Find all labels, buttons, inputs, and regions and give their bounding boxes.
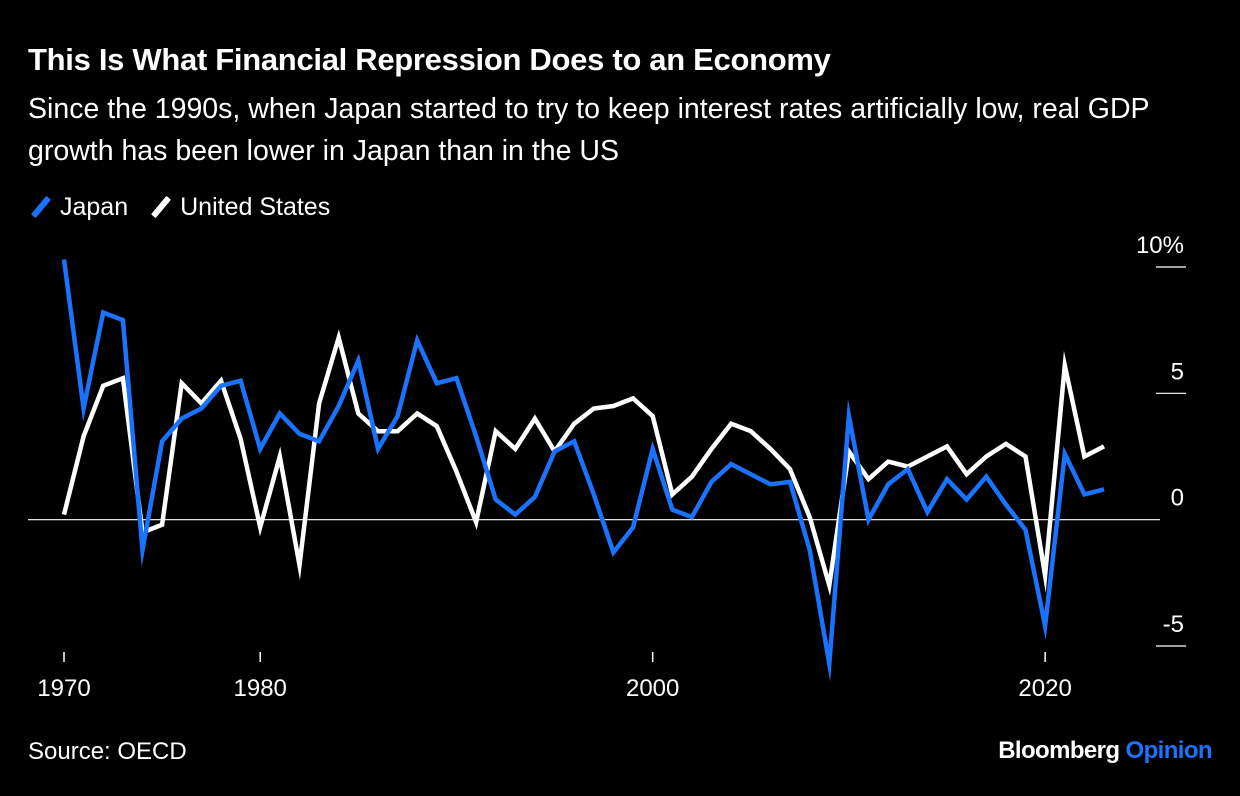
- y-tick-label: 10%: [1136, 232, 1184, 259]
- legend-label-united-states: United States: [180, 192, 331, 221]
- series-line-united-states: [61, 329, 1106, 597]
- x-tick-label: 2020: [1018, 675, 1071, 702]
- legend-label-japan: Japan: [60, 192, 129, 221]
- x-tick-label: 2000: [626, 675, 679, 702]
- chart-title: This Is What Financial Repression Does t…: [28, 42, 831, 77]
- y-tick-label: -5: [1163, 611, 1184, 638]
- y-tick-label: 0: [1171, 485, 1184, 512]
- series-line-japan: [61, 259, 1105, 682]
- legend: Japan United States: [30, 190, 352, 224]
- chart-subtitle: Since the 1990s, when Japan started to t…: [28, 93, 1150, 167]
- brand-name: Bloomberg: [998, 737, 1120, 764]
- brand-logo: Bloomberg Opinion: [998, 737, 1212, 765]
- source-note: Source: OECD: [28, 738, 187, 765]
- x-tick-label: 1980: [234, 675, 287, 702]
- legend-item-united-states[interactable]: United States: [150, 193, 330, 222]
- brand-product: Opinion: [1125, 737, 1213, 764]
- x-tick-label: 1970: [37, 675, 90, 702]
- y-tick-label: 5: [1171, 358, 1184, 385]
- legend-item-japan[interactable]: Japan: [30, 193, 128, 222]
